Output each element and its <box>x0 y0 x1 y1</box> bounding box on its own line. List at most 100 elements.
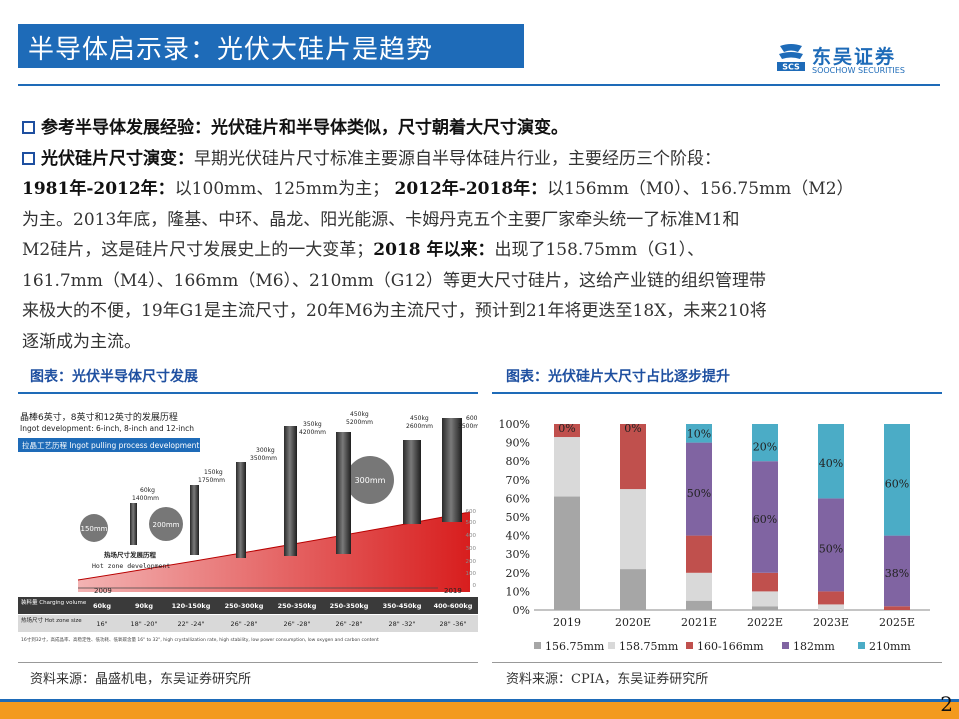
paragraph-1-text: 参考半导体发展经验：光伏硅片和半导体类似，尺寸朝着大尺寸演变。 <box>41 118 568 138</box>
data-label: 40% <box>819 457 843 470</box>
paragraph-2: 光伏硅片尺寸演变：早期光伏硅片尺寸标准主要源自半导体硅片行业，主要经历三个阶段： <box>22 144 922 175</box>
table-cell: 250-300kg <box>225 602 264 610</box>
ingot-label: 60kg <box>140 487 155 494</box>
table-cell: 28" -36" <box>440 620 467 628</box>
source-right: 资料来源：CPIA，东吴证券研究所 <box>506 672 709 687</box>
bar-segment <box>554 437 580 497</box>
bar-segment <box>620 569 646 610</box>
bar-segment <box>686 572 712 601</box>
bar-segment <box>818 604 844 610</box>
bar-segment <box>686 535 712 573</box>
logo-mark-text: SCS <box>782 63 800 72</box>
paragraph-7: 来极大的不便，19年G1是主流尺寸，20年M6为主流尺寸，预计到21年将更迭至1… <box>22 301 767 321</box>
row1-head: 装料量 Charging volume <box>21 598 87 606</box>
table-cell: 400-600kg <box>434 602 473 610</box>
row2-head: 热场尺寸 Hot zone size <box>21 616 82 624</box>
stage-3-text: 出现了158.75mm（G1）、 <box>494 240 705 260</box>
logo-name-cn: 东吴证券 <box>812 46 897 68</box>
bar-segment <box>752 424 778 462</box>
footer-rule <box>0 699 959 702</box>
legend-swatch <box>782 642 789 649</box>
paragraph-2-head: 光伏硅片尺寸演变： <box>41 148 194 169</box>
bar-segment <box>884 606 910 610</box>
paragraph-5-text: M2硅片，这是硅片尺寸发展史上的一大变革； <box>22 240 374 260</box>
banner-bg <box>18 438 200 452</box>
table-cell: 60kg <box>93 602 111 610</box>
ingot <box>130 503 137 545</box>
footer-bar <box>0 702 959 719</box>
figure-left-title: 图表：光伏半导体尺寸发展 <box>30 369 198 385</box>
ingot <box>236 462 246 558</box>
table-cell: 250-350kg <box>330 602 369 610</box>
figure-right-title: 图表：光伏硅片大尺寸占比逐步提升 <box>506 369 730 385</box>
legend-label: 158.75mm <box>619 640 679 653</box>
bar-segment <box>554 496 580 610</box>
ingot <box>442 418 462 522</box>
page-number: 2 <box>940 692 953 716</box>
x-tick-label: 2023E <box>813 616 849 629</box>
y-tick-label: 80% <box>506 455 530 468</box>
y-tick-label: 10% <box>506 585 530 598</box>
stage-3-label: 2018 年以来： <box>373 240 495 260</box>
data-label: 60% <box>885 478 909 491</box>
banner-text: 拉晶工艺历程 Ingot pulling process development <box>22 440 199 450</box>
y-tick-label: 40% <box>506 530 530 543</box>
figure-heading-cn: 晶棒6英寸，8英寸和12英寸的发展历程 <box>20 411 178 423</box>
legend-label: 210mm <box>869 640 911 653</box>
y-tick-label: 60% <box>506 492 530 505</box>
y-tick-label: 30% <box>506 548 530 561</box>
legend-swatch <box>858 642 865 649</box>
table-cell: 16" <box>96 620 107 628</box>
stage-2-label: 2012年-2018年： <box>394 179 548 199</box>
bar-segment <box>620 424 646 490</box>
bar-segment <box>884 424 910 536</box>
data-label: 10% <box>687 427 711 440</box>
x-tick-label: 2025E <box>879 616 915 629</box>
circle-200mm <box>149 507 183 541</box>
y-tick-label: 50% <box>506 511 530 524</box>
square-bullet-icon <box>22 121 35 134</box>
table-cell: 350-450kg <box>383 602 422 610</box>
ingot-label: 4200mm <box>299 429 326 436</box>
bar-segment <box>554 424 580 438</box>
ingot-label: 1750mm <box>198 477 225 484</box>
stage-1-label: 1981年-2012年： <box>22 179 175 199</box>
table-cell: 22" -24" <box>178 620 205 628</box>
bar-segment <box>620 489 646 570</box>
y-tick-label: 20% <box>506 567 530 580</box>
circle-300mm-label: 300mm <box>355 476 386 485</box>
source-divider-left <box>18 662 478 663</box>
title-divider <box>18 84 940 86</box>
circle-150mm <box>80 514 108 542</box>
source-left: 资料来源：晶盛机电，东吴证券研究所 <box>30 672 252 687</box>
bar-segment <box>818 591 844 605</box>
stage-2-text: 以156mm（M0）、156.75mm（M2） <box>547 179 854 199</box>
table-cell: 26" -28" <box>336 620 363 628</box>
ingot <box>336 432 351 554</box>
bar-segment <box>752 461 778 573</box>
ingot-label: 5200mm <box>346 419 373 426</box>
hotzone-title-en: Hot zone development <box>92 562 170 570</box>
table-cell: 28" -32" <box>389 620 416 628</box>
ingot <box>403 440 421 524</box>
bar-segment <box>686 442 712 536</box>
axis-tick: 400 <box>466 533 477 539</box>
circle-300mm <box>346 456 394 504</box>
bar-segment <box>686 600 712 610</box>
paragraph-4: 为主。2013年底，隆基、中环、晶龙、阳光能源、卡姆丹克五个主要厂家牵头统一了标… <box>22 209 740 230</box>
bar-segment <box>752 591 778 607</box>
data-label: 0% <box>624 422 641 435</box>
data-label: 60% <box>753 513 777 526</box>
ingot-label: 150kg <box>204 469 223 476</box>
bar-segment <box>686 424 712 443</box>
ingot-development-figure: 晶棒6英寸，8英寸和12英寸的发展历程 Ingot development: 6… <box>18 400 478 646</box>
bar-segment <box>884 535 910 607</box>
ingot-label: 1400mm <box>132 495 159 502</box>
ingot-label: 450kg <box>350 411 369 418</box>
bar-segment <box>752 572 778 592</box>
axis-tick: 500 <box>466 520 477 526</box>
table-cell: 120-150kg <box>172 602 211 610</box>
bar-segment <box>818 498 844 592</box>
axis-tick: 200 <box>466 559 477 565</box>
table-footnote: 16寸到32寸，高成晶率、高稳定性、低功耗、低氧碳含量 16" to 32", … <box>21 636 379 643</box>
